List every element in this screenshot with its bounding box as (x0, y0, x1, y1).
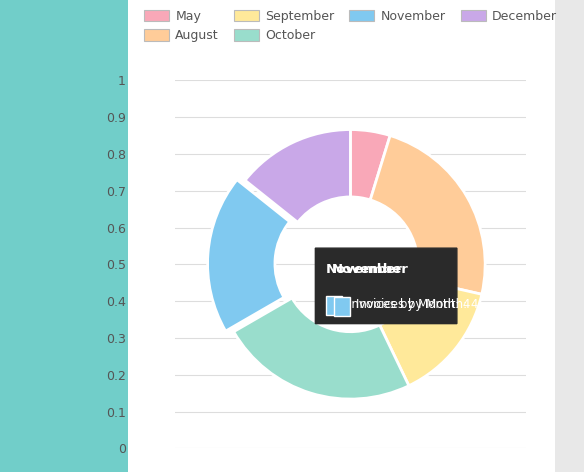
Legend: May, August, September, October, November, December: May, August, September, October, Novembe… (139, 5, 562, 47)
FancyBboxPatch shape (315, 248, 457, 324)
Text: November: November (332, 263, 408, 276)
Wedge shape (350, 129, 390, 200)
FancyBboxPatch shape (334, 297, 350, 316)
Text: Invoices by Month: 4: Invoices by Month: 4 (347, 298, 470, 311)
Wedge shape (380, 279, 482, 386)
Wedge shape (207, 180, 290, 331)
Text: November: November (326, 263, 403, 276)
Text: Invoices by Month: 4: Invoices by Month: 4 (356, 298, 478, 311)
Wedge shape (234, 298, 409, 399)
FancyBboxPatch shape (326, 296, 342, 315)
Wedge shape (245, 129, 350, 222)
Wedge shape (370, 135, 485, 295)
